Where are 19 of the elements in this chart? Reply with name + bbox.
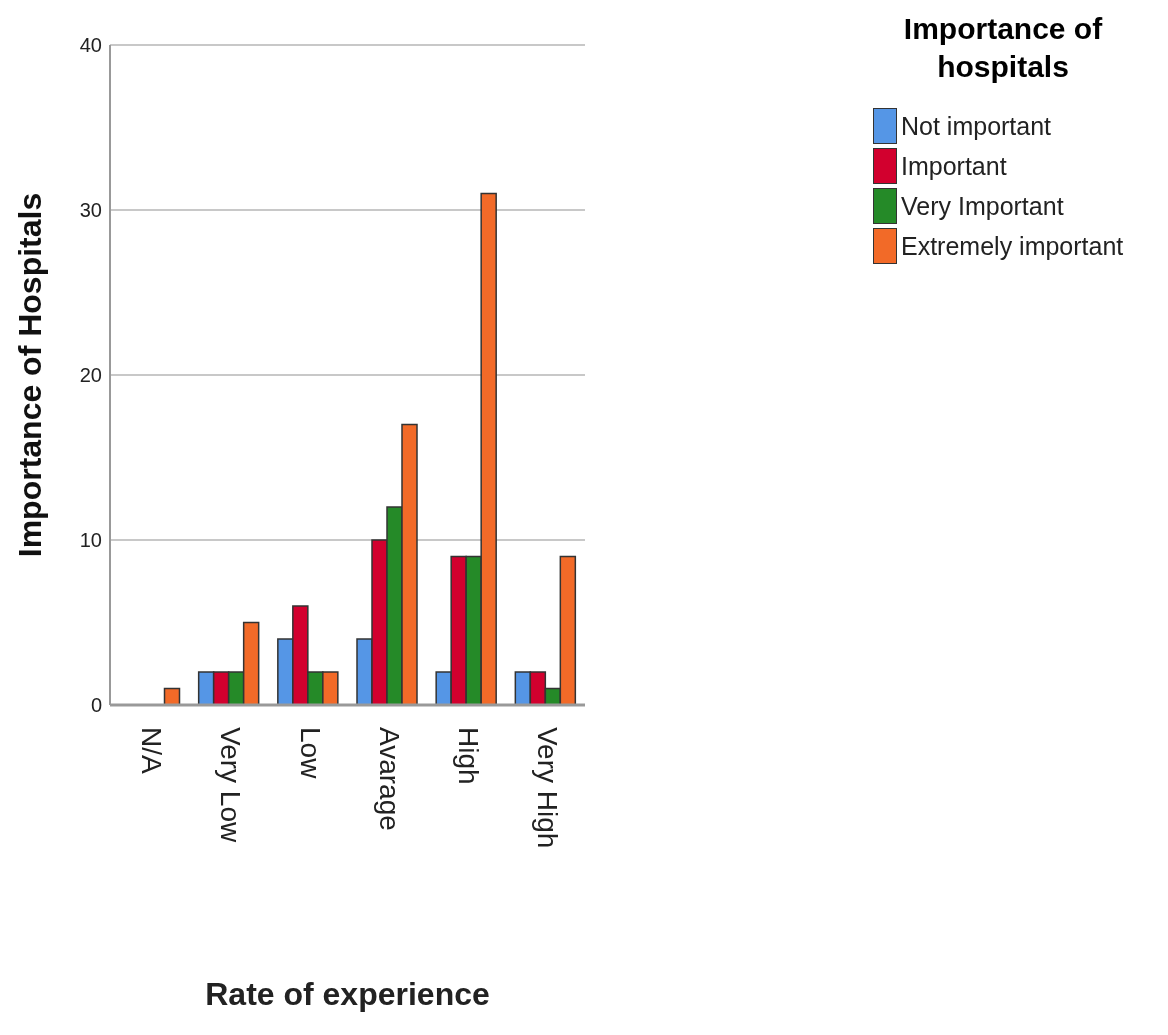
x-tick-label: Low (294, 727, 326, 780)
bar (163, 687, 181, 705)
legend-label: Very Important (901, 191, 1064, 221)
y-axis-title: Importance of Hospitals (12, 192, 49, 558)
x-axis-title: Rate of experience (205, 976, 490, 1012)
legend-label: Important (901, 151, 1007, 181)
x-tick-label: Very Low (215, 727, 247, 843)
legend-title: Importance of hospitals (902, 11, 1104, 85)
x-tick-label: N/A (136, 727, 168, 774)
y-tick-label: 20 (79, 364, 102, 387)
x-tick-label: Avarage (373, 727, 405, 831)
y-tick-label: 30 (79, 199, 102, 222)
x-tick-label: Very High (532, 727, 564, 849)
y-tick-label: 0 (90, 694, 102, 717)
y-tick-label: 10 (79, 529, 102, 552)
x-tick-label: High (452, 727, 484, 785)
legend-label: Not important (901, 111, 1052, 141)
legend-label: Extremely important (901, 231, 1124, 261)
y-tick-label: 40 (79, 34, 102, 57)
